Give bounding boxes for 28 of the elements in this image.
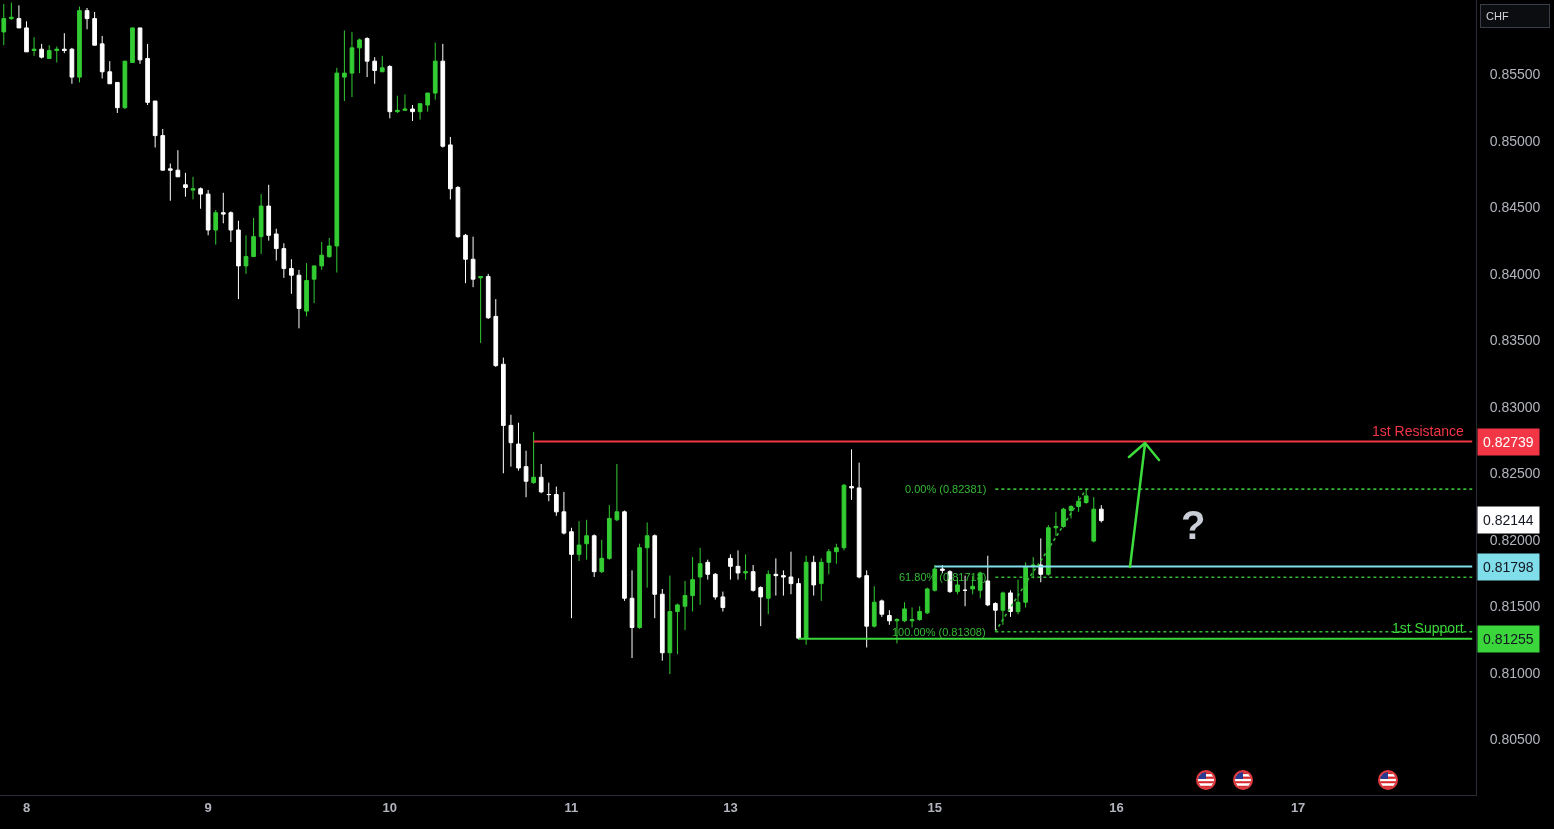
- y-tick-label: 0.83000: [1489, 398, 1541, 415]
- y-tick-label: 0.85500: [1489, 66, 1541, 83]
- x-tick-label: 9: [204, 799, 212, 815]
- series-label: 0.00% (0.82381): [905, 483, 987, 495]
- x-tick-label: 13: [723, 799, 738, 815]
- data-label: 0.81798: [1483, 559, 1534, 575]
- data-label: 0.82739: [1483, 434, 1534, 450]
- y-tick-label: 0.84500: [1489, 199, 1541, 216]
- y-tick-label: 0.82000: [1489, 531, 1541, 548]
- x-tick-label: 8: [22, 799, 31, 815]
- x-tick-label: 17: [1290, 799, 1306, 815]
- y-tick-label: 0.84000: [1489, 265, 1541, 282]
- x-tick-label: 11: [564, 799, 579, 815]
- annotation: ?: [1181, 503, 1206, 547]
- x-tick-label: 16: [1109, 799, 1124, 815]
- y-tick-label: 0.81000: [1489, 664, 1541, 681]
- y-tick-label: 0.80500: [1489, 731, 1541, 748]
- y-tick-label: 0.85000: [1489, 132, 1541, 149]
- x-tick-label: 15: [927, 799, 943, 815]
- y-tick-label: 0.83500: [1489, 332, 1541, 349]
- data-label: 0.81255: [1483, 631, 1534, 647]
- y-axis-title: CHF: [1486, 10, 1509, 22]
- series-label: 1st Support: [1392, 620, 1464, 636]
- text: 0.82144: [1483, 512, 1534, 528]
- series-label: 1st Resistance: [1372, 423, 1465, 439]
- x-tick-label: 10: [382, 799, 398, 815]
- y-tick-label: 0.82500: [1489, 465, 1541, 482]
- y-tick-label: 0.81500: [1489, 598, 1541, 615]
